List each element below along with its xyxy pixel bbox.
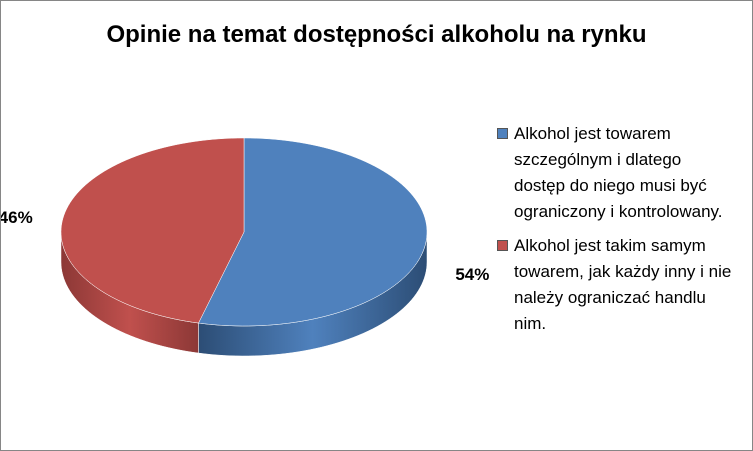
legend-label: Alkohol jest towarem szczególnym i dlate…	[514, 124, 723, 221]
pie-slice	[60, 137, 245, 324]
legend: Alkohol jest towarem szczególnym i dlate…	[497, 121, 737, 345]
legend-label: Alkohol jest takim samym towarem, jak ka…	[514, 236, 732, 333]
data-label: 54%	[455, 265, 489, 284]
legend-swatch	[497, 128, 508, 139]
pie-slice	[198, 137, 428, 327]
legend-item: Alkohol jest takim samym towarem, jak ka…	[497, 233, 737, 337]
legend-swatch	[497, 240, 508, 251]
legend-item: Alkohol jest towarem szczególnym i dlate…	[497, 121, 737, 225]
data-label: 46%	[1, 208, 33, 227]
chart-title: Opinie na temat dostępności alkoholu na …	[106, 21, 647, 48]
